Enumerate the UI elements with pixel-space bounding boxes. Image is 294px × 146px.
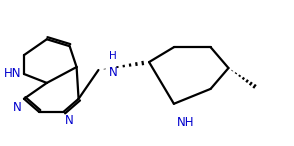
Text: H: H [109, 51, 117, 61]
Text: NH: NH [177, 116, 195, 129]
Text: N: N [109, 66, 118, 79]
Text: N: N [13, 101, 22, 114]
Text: HN: HN [4, 67, 21, 80]
Text: N: N [65, 114, 74, 127]
